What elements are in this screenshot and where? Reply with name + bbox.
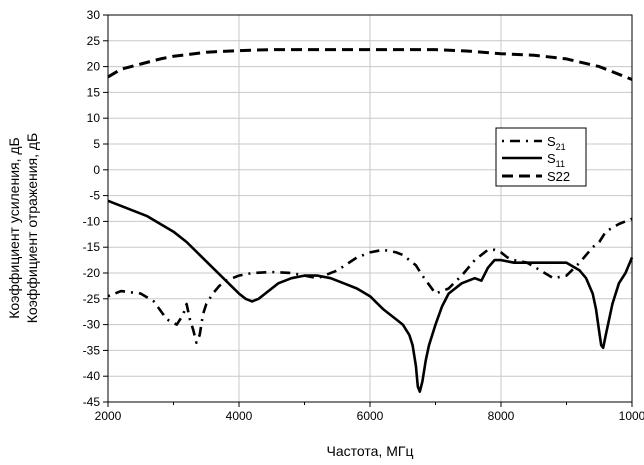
ticks: 2000 4000 6000 8000 1000 30 25 20 15 10 5 0 -5 -10 -15… — [83, 8, 644, 423]
x-tick-label: 4000 — [226, 409, 253, 423]
x-axis-title: Частота, МГц — [327, 443, 414, 459]
y-tick-label: 10 — [87, 111, 101, 125]
y-tick-label: -45 — [83, 395, 101, 409]
y-tick-label: 5 — [93, 137, 100, 151]
legend-label-s21: S21 — [547, 134, 566, 152]
y-tick-label: -30 — [83, 318, 101, 332]
y-tick-label: 30 — [87, 8, 101, 22]
series-layer — [107, 48, 634, 393]
series-line-s22 — [107, 48, 633, 81]
y-tick-label: 20 — [87, 60, 101, 74]
y-tick-label: -35 — [83, 343, 101, 357]
y-tick-label: -40 — [83, 369, 101, 383]
y-axis-title-2: Коэффициент отражения, дБ — [24, 133, 40, 323]
legend: S21 S11 S22 — [495, 127, 587, 187]
y-tick-label: 25 — [87, 34, 101, 48]
y-tick-label: 15 — [87, 85, 101, 99]
y-tick-label: -5 — [89, 189, 100, 203]
y-tick-label: -10 — [83, 214, 101, 228]
grid — [108, 15, 632, 402]
y-tick-label: -15 — [83, 240, 101, 254]
y-tick-label: -25 — [83, 292, 101, 306]
series-line-s11 — [107, 199, 634, 393]
legend-label-s22: S22 — [547, 169, 570, 184]
y-tick-label: 0 — [93, 163, 100, 177]
x-tick-label: 2000 — [95, 409, 122, 423]
x-tick-label: 6000 — [357, 409, 384, 423]
y-axis-title-1: Коэффициент усиления, дБ — [6, 137, 22, 319]
x-tick-label: 1000 — [619, 409, 644, 423]
legend-label-s11: S11 — [547, 151, 565, 169]
x-tick-label: 8000 — [488, 409, 515, 423]
y-tick-label: -20 — [83, 266, 101, 280]
